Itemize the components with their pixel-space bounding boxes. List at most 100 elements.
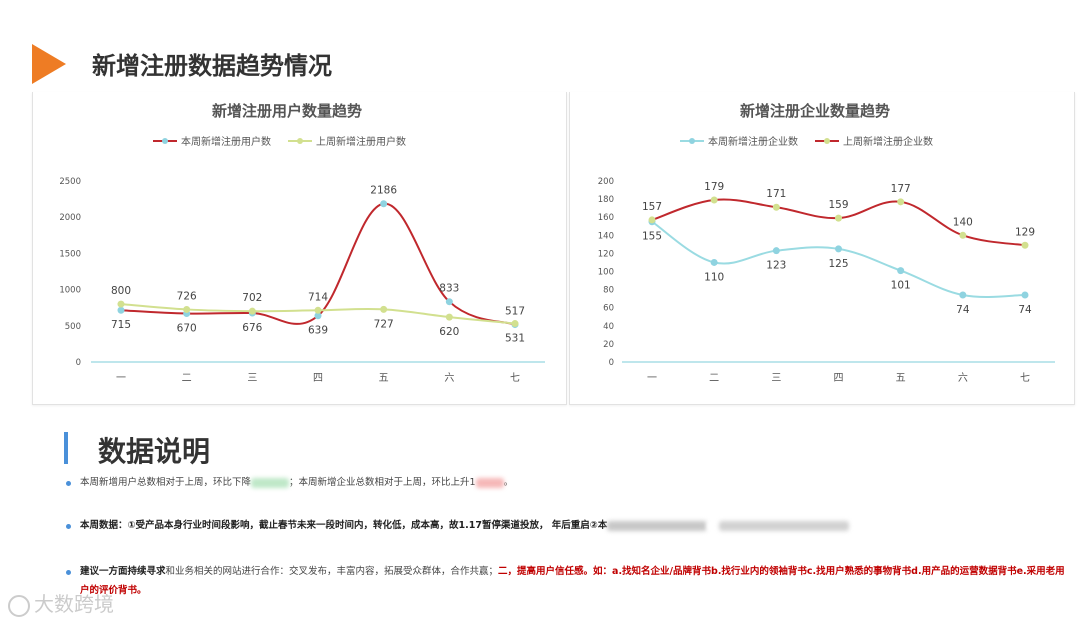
legend-marker (297, 138, 303, 144)
data-point (710, 196, 718, 204)
x-tick-label: 四 (313, 373, 323, 384)
data-label: 727 (374, 318, 394, 330)
data-point (248, 307, 256, 315)
y-tick-label: 200 (598, 177, 614, 187)
data-point (1021, 241, 1029, 249)
data-point (959, 291, 967, 299)
page-title: 新增注册数据趋势情况 (92, 52, 332, 80)
x-tick-label: 一 (116, 373, 126, 384)
x-tick-label: 二 (709, 373, 719, 384)
note-growth: 本周新增用户总数相对于上周，环比下降 ；本周新增企业总数相对于上周，环比上升1 。 (80, 473, 513, 492)
note-weekly: 本周数据：①受产品本身行业时间段影响，截止春节未来一段时间内，转化低，成本高，故… (80, 516, 850, 535)
data-label: 155 (642, 231, 662, 243)
chart-title: 新增注册用户数量趋势 (212, 102, 362, 120)
data-point (835, 245, 842, 253)
y-tick-label: 2500 (59, 177, 81, 187)
legend-marker (162, 138, 168, 144)
data-label: 125 (828, 258, 848, 270)
data-point (1021, 291, 1029, 299)
data-label: 2186 (370, 185, 397, 197)
redacted-text (607, 520, 708, 531)
data-label: 715 (111, 319, 131, 331)
data-point (511, 320, 519, 328)
data-point (445, 313, 453, 321)
redacted-text (719, 520, 850, 531)
y-tick-label: 1000 (59, 286, 81, 296)
note3-text-a: 建议一方面持续寻求 (80, 566, 166, 577)
note1-text-c: 。 (503, 477, 514, 488)
legend-label: 上周新增注册用户数 (316, 135, 406, 148)
x-tick-label: 五 (896, 373, 906, 384)
note1-text-a: 本周新增用户总数相对于上周，环比下降 (80, 477, 252, 488)
y-tick-label: 20 (603, 340, 614, 350)
y-tick-label: 180 (598, 195, 614, 205)
data-label: 74 (1018, 304, 1032, 316)
chart-title: 新增注册企业数量趋势 (740, 102, 890, 120)
bullet-dot (66, 481, 71, 486)
note1-text-b: ；本周新增企业总数相对于上周，环比上升1 (289, 477, 476, 488)
data-point (772, 247, 780, 255)
y-tick-label: 140 (598, 231, 614, 241)
y-tick-label: 120 (598, 249, 614, 259)
data-label: 676 (242, 322, 262, 334)
data-label: 177 (891, 183, 911, 195)
data-label: 714 (308, 291, 328, 303)
data-point (648, 216, 656, 224)
company-trend-chart-panel: 新增注册企业数量趋势 本周新增注册企业数 上周新增注册企业数 0 20 40 60 80 100… (569, 92, 1075, 405)
data-point (117, 306, 125, 314)
data-label: 171 (766, 188, 786, 200)
y-tick-label: 80 (603, 286, 614, 296)
data-label: 726 (177, 290, 197, 302)
y-tick-label: 60 (603, 304, 614, 314)
y-tick-label: 100 (598, 268, 614, 278)
data-point (772, 203, 780, 211)
data-label: 620 (439, 326, 459, 338)
user-trend-chart-panel: 新增注册用户数量趋势 本周新增注册用户数 上周新增注册用户数 0 500 1000 1500… (32, 92, 567, 405)
x-tick-label: 二 (182, 373, 192, 384)
data-label: 101 (891, 280, 911, 292)
data-point (897, 198, 905, 206)
section-marker (64, 432, 68, 464)
watermark-text: 大数跨境 (34, 592, 114, 616)
watermark: 大数跨境 (8, 588, 114, 617)
data-label: 123 (766, 260, 786, 272)
data-point (314, 312, 322, 320)
data-label: 702 (242, 292, 262, 304)
data-label: 159 (828, 199, 848, 211)
x-tick-label: 六 (444, 372, 454, 384)
data-label: 800 (111, 285, 131, 297)
legend-label: 本周新增注册用户数 (181, 135, 271, 148)
x-tick-label: 三 (247, 373, 257, 384)
x-tick-label: 一 (647, 373, 657, 384)
data-label: 129 (1015, 226, 1035, 238)
y-tick-label: 0 (76, 358, 81, 368)
series-line (120, 202, 516, 326)
data-point (117, 300, 125, 308)
data-label: 157 (642, 201, 662, 213)
note2-text: ①受产品本身行业时间段影响，截止春节未来一段时间内，转化低，成本高，故1.17暂… (127, 520, 608, 531)
section-arrow-icon (32, 44, 66, 84)
data-point (445, 298, 453, 306)
data-point (959, 231, 967, 239)
data-point (710, 258, 718, 266)
data-point (314, 306, 322, 314)
x-tick-label: 七 (1020, 372, 1030, 384)
legend-label: 本周新增注册企业数 (708, 135, 798, 148)
y-tick-label: 2000 (59, 213, 81, 223)
data-point (897, 267, 905, 275)
y-tick-label: 160 (598, 213, 614, 223)
data-label: 531 (505, 333, 525, 345)
legend-label: 上周新增注册企业数 (843, 135, 933, 148)
note2-label: 本周数据： (80, 520, 128, 531)
note-suggestion: 建议一方面持续寻求和业务相关的网站进行合作：交叉发布，丰富内容，拓展受众群体，合… (80, 562, 1065, 600)
legend-marker (689, 138, 695, 144)
note3-text-c: 二，提高用户信任感。如：a.找知名企业/品牌背书b.找行业内的领袖背书c.找用户… (80, 566, 1065, 596)
y-tick-label: 40 (603, 322, 614, 332)
data-point (380, 305, 388, 313)
data-label: 110 (704, 271, 724, 283)
data-label: 670 (177, 322, 197, 334)
redacted-value (251, 477, 290, 488)
x-tick-label: 四 (834, 373, 844, 384)
redacted-value (475, 477, 504, 488)
